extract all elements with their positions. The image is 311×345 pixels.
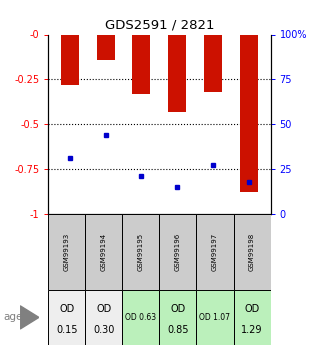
Text: GSM99198: GSM99198 [249, 233, 255, 271]
Text: OD: OD [244, 304, 260, 314]
Text: 0.30: 0.30 [93, 325, 114, 335]
Bar [234, 290, 271, 345]
Text: GSM99193: GSM99193 [64, 233, 70, 271]
Text: OD 0.63: OD 0.63 [125, 313, 156, 322]
Bar [197, 290, 234, 345]
Bar [48, 214, 85, 290]
Text: GSM99196: GSM99196 [175, 233, 181, 271]
Bar [85, 214, 122, 290]
Text: 0.85: 0.85 [167, 325, 189, 335]
Bar [240, 34, 258, 193]
Text: OD: OD [96, 304, 111, 314]
Bar [48, 290, 85, 345]
Bar [97, 34, 114, 60]
Text: GSM99194: GSM99194 [101, 233, 107, 271]
Text: 0.15: 0.15 [56, 325, 77, 335]
Bar [122, 214, 159, 290]
Bar [204, 34, 222, 92]
Bar [234, 214, 271, 290]
Text: 1.29: 1.29 [241, 325, 263, 335]
Text: age: age [3, 313, 22, 322]
Bar [168, 34, 186, 112]
Bar [197, 214, 234, 290]
Bar [61, 34, 79, 85]
Text: GSM99197: GSM99197 [212, 233, 218, 271]
Text: OD: OD [59, 304, 74, 314]
Text: OD 1.07: OD 1.07 [199, 313, 230, 322]
Polygon shape [20, 306, 39, 329]
Bar [122, 290, 159, 345]
Bar [132, 34, 151, 94]
Title: GDS2591 / 2821: GDS2591 / 2821 [104, 19, 214, 32]
Bar [159, 214, 197, 290]
Bar [85, 290, 122, 345]
Text: GSM99195: GSM99195 [138, 233, 144, 271]
Bar [159, 290, 197, 345]
Text: OD: OD [170, 304, 186, 314]
